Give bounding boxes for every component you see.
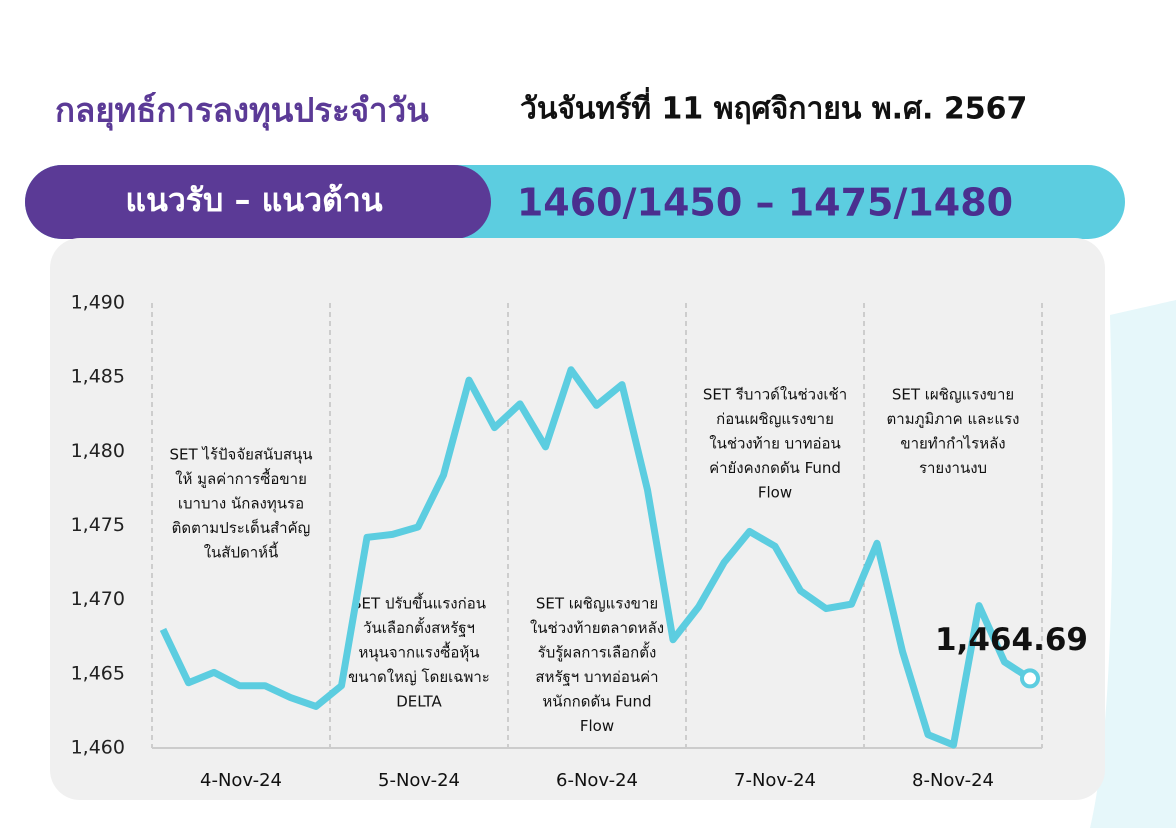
- annotation: SET ปรับขึ้นแรงก่อน: [352, 593, 486, 613]
- x-tick-label: 8-Nov-24: [912, 770, 994, 791]
- annotation: ขนาดใหญ่ โดยเฉพาะ: [348, 668, 490, 686]
- annotation: เบาบาง นักลงทุนรอ: [178, 495, 304, 514]
- annotation: SET ไร้ปัจจัยสนับสนุน: [169, 446, 312, 465]
- y-tick-label: 1,485: [71, 366, 125, 388]
- y-tick-label: 1,470: [71, 588, 125, 610]
- plot: 1,460 1,465 1,470 1,475 1,480 1,485 1,490 4-Nov…: [71, 292, 1088, 792]
- annotation: SET เผชิญแรงขาย: [892, 386, 1014, 404]
- annotation: รายงานงบ: [919, 459, 987, 477]
- banner-label-bg: [25, 165, 491, 239]
- x-tick-label: 5-Nov-24: [378, 770, 460, 791]
- decor: [1090, 300, 1176, 828]
- annotation: ในช่วงท้ายตลาดหลัง: [530, 619, 664, 637]
- annotation: ให้ มูลค่าการซื้อขาย: [175, 468, 307, 488]
- annotation: ก่อนเผชิญแรงขาย: [716, 410, 834, 428]
- annotation: วันเลือกตั้งสหรัฐฯ: [363, 617, 475, 637]
- y-tick-label: 1,460: [71, 737, 125, 759]
- last-point: [1020, 668, 1040, 689]
- annotation: สหรัฐฯ บาทอ่อนค่า: [535, 668, 658, 686]
- x-tick-label: 6-Nov-24: [556, 770, 638, 791]
- annotation: Flow: [580, 717, 614, 735]
- annotation: ในสัปดาห์นี้: [204, 542, 279, 562]
- banner-levels: 1460/1450 – 1475/1480: [517, 181, 1013, 225]
- y-tick-label: 1,490: [71, 292, 125, 314]
- annotation: หนักกดดัน Fund: [542, 693, 651, 711]
- annotation: Flow: [758, 484, 792, 502]
- chart-panel: [50, 238, 1105, 800]
- annotation: ติดตามประเด็นสำคัญ: [172, 518, 311, 537]
- annotation: หนุนจากแรงซื้อหุ้น: [358, 642, 479, 663]
- annotation: รับรู้ผลการเลือกตั้ง: [538, 642, 657, 662]
- series-line: [159, 366, 1032, 749]
- y-tick-label: 1,480: [71, 440, 125, 462]
- annotation: ตามภูมิภาค และแรง: [887, 410, 1020, 428]
- annotation: ค่ายังคงกดดัน Fund: [709, 459, 841, 477]
- annotation: SET เผชิญแรงขาย: [536, 595, 658, 613]
- y-tick-label: 1,475: [71, 514, 125, 536]
- title: กลยุทธ์การลงทุนประจำวัน: [55, 91, 429, 132]
- x-tick-label: 4-Nov-24: [200, 770, 282, 791]
- annotation: ในช่วงท้าย บาทอ่อน: [709, 435, 840, 453]
- annotation: DELTA: [396, 693, 442, 711]
- date: วันจันทร์ที่ 11 พฤศจิกายน พ.ศ. 2567: [520, 87, 1027, 127]
- x-tick-label: 7-Nov-24: [734, 770, 816, 791]
- annotation: ขายทำกำไรหลัง: [900, 435, 1005, 453]
- value-label: 1,464.69: [935, 622, 1088, 658]
- annotation: SET รีบาวด์ในช่วงเช้า: [703, 386, 847, 404]
- y-tick-label: 1,465: [71, 662, 125, 684]
- banner-label: แนวรับ – แนวต้าน: [125, 181, 382, 219]
